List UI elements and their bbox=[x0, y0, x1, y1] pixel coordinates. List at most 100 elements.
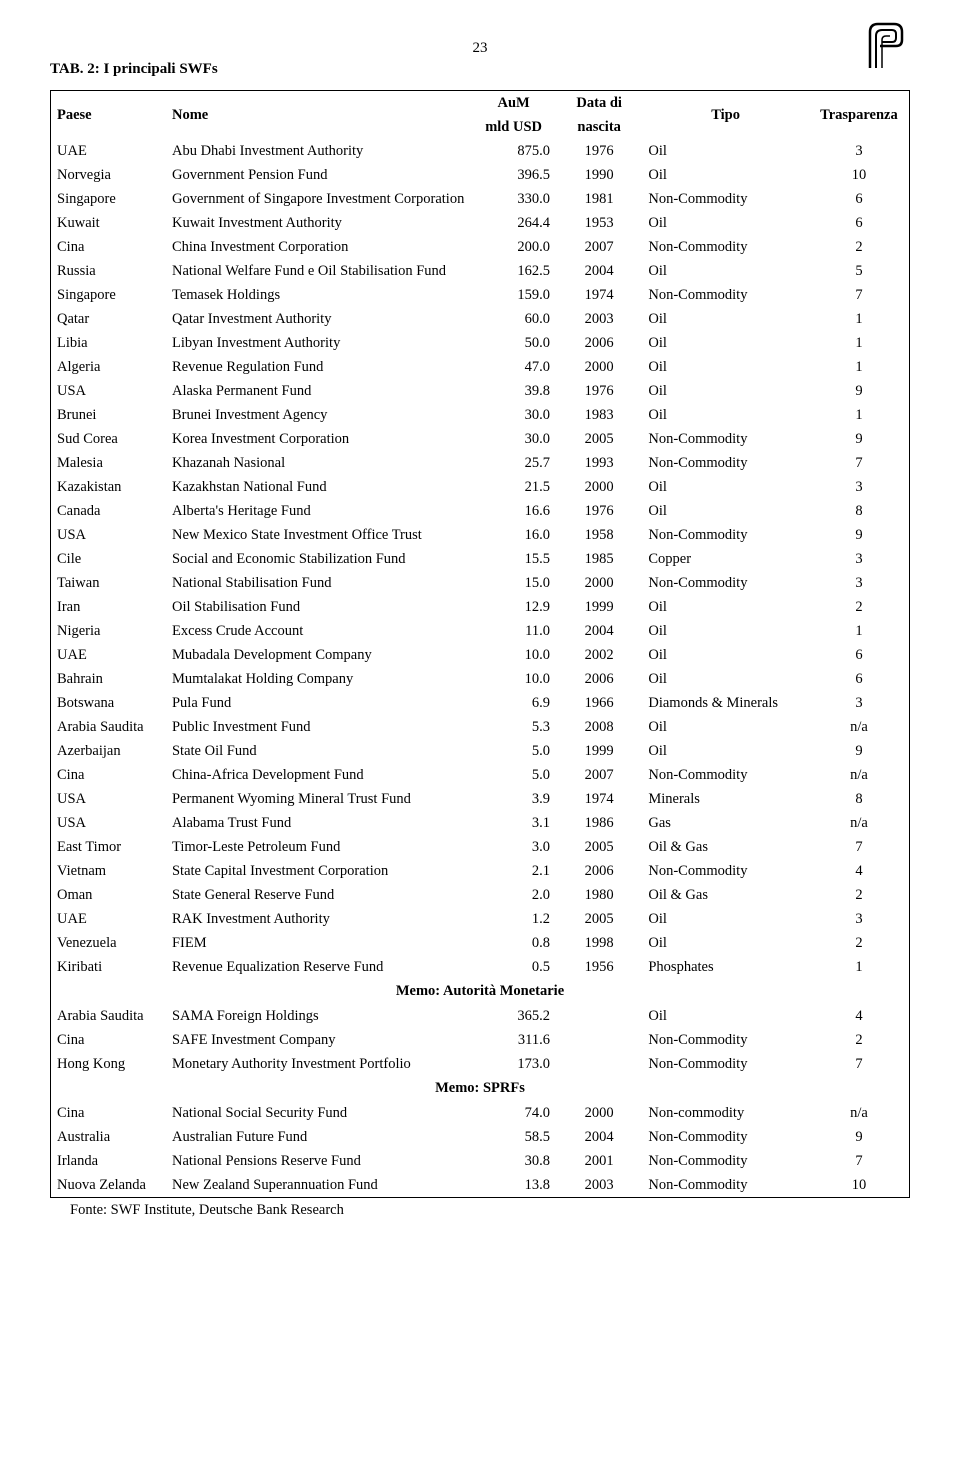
cell-paese: East Timor bbox=[51, 835, 166, 859]
cell-aum: 47.0 bbox=[471, 355, 556, 379]
table-row: VenezuelaFIEM0.81998Oil2 bbox=[51, 931, 910, 955]
cell-trasp: 3 bbox=[809, 547, 910, 571]
cell-trasp: n/a bbox=[809, 763, 910, 787]
table-row: USAPermanent Wyoming Mineral Trust Fund3… bbox=[51, 787, 910, 811]
cell-aum: 30.0 bbox=[471, 427, 556, 451]
table-row: NorvegiaGovernment Pension Fund396.51990… bbox=[51, 163, 910, 187]
cell-nome: Mubadala Development Company bbox=[166, 643, 471, 667]
cell-trasp: 9 bbox=[809, 523, 910, 547]
cell-paese: UAE bbox=[51, 907, 166, 931]
cell-data: 1999 bbox=[556, 739, 642, 763]
cell-paese: Libia bbox=[51, 331, 166, 355]
cell-data: 2006 bbox=[556, 331, 642, 355]
section-label: Memo: Autorità Monetarie bbox=[51, 979, 910, 1004]
cell-nome: Timor-Leste Petroleum Fund bbox=[166, 835, 471, 859]
table-row: IranOil Stabilisation Fund12.91999Oil2 bbox=[51, 595, 910, 619]
cell-trasp: 1 bbox=[809, 955, 910, 979]
col-header-aum2: mld USD bbox=[471, 115, 556, 139]
cell-paese: Hong Kong bbox=[51, 1052, 166, 1076]
cell-data: 2004 bbox=[556, 1125, 642, 1149]
cell-tipo: Oil bbox=[642, 667, 809, 691]
cell-tipo: Oil bbox=[642, 739, 809, 763]
cell-paese: Cina bbox=[51, 235, 166, 259]
cell-paese: Australia bbox=[51, 1125, 166, 1149]
cell-paese: Vietnam bbox=[51, 859, 166, 883]
table-row: CinaChina-Africa Development Fund5.02007… bbox=[51, 763, 910, 787]
table-row: SingaporeTemasek Holdings159.01974Non-Co… bbox=[51, 283, 910, 307]
cell-aum: 12.9 bbox=[471, 595, 556, 619]
cell-data: 1981 bbox=[556, 187, 642, 211]
cell-tipo: Gas bbox=[642, 811, 809, 835]
cell-data: 2004 bbox=[556, 259, 642, 283]
cell-paese: Malesia bbox=[51, 451, 166, 475]
cell-tipo: Oil bbox=[642, 379, 809, 403]
cell-paese: Cina bbox=[51, 1101, 166, 1125]
cell-tipo: Non-Commodity bbox=[642, 1173, 809, 1198]
cell-aum: 3.1 bbox=[471, 811, 556, 835]
cell-tipo: Diamonds & Minerals bbox=[642, 691, 809, 715]
cell-trasp: 10 bbox=[809, 1173, 910, 1198]
cell-trasp: 9 bbox=[809, 379, 910, 403]
cell-trasp: 7 bbox=[809, 835, 910, 859]
cell-nome: Revenue Regulation Fund bbox=[166, 355, 471, 379]
cell-trasp: 3 bbox=[809, 907, 910, 931]
col-header-aum1: AuM bbox=[471, 91, 556, 116]
cell-nome: Oil Stabilisation Fund bbox=[166, 595, 471, 619]
cell-paese: Kuwait bbox=[51, 211, 166, 235]
table-row: CileSocial and Economic Stabilization Fu… bbox=[51, 547, 910, 571]
table-row: AustraliaAustralian Future Fund58.52004N… bbox=[51, 1125, 910, 1149]
cell-paese: Arabia Saudita bbox=[51, 1004, 166, 1028]
cell-aum: 264.4 bbox=[471, 211, 556, 235]
cell-aum: 11.0 bbox=[471, 619, 556, 643]
cell-trasp: 2 bbox=[809, 883, 910, 907]
cell-nome: National Welfare Fund e Oil Stabilisatio… bbox=[166, 259, 471, 283]
cell-aum: 875.0 bbox=[471, 139, 556, 163]
cell-tipo: Oil bbox=[642, 1004, 809, 1028]
cell-data: 2004 bbox=[556, 619, 642, 643]
cell-data bbox=[556, 1052, 642, 1076]
cell-tipo: Non-Commodity bbox=[642, 523, 809, 547]
col-header-data1: Data di bbox=[556, 91, 642, 116]
table-row: TaiwanNational Stabilisation Fund15.0200… bbox=[51, 571, 910, 595]
table-row: CinaNational Social Security Fund74.0200… bbox=[51, 1101, 910, 1125]
cell-nome: Excess Crude Account bbox=[166, 619, 471, 643]
cell-nome: New Mexico State Investment Office Trust bbox=[166, 523, 471, 547]
table-row: CinaChina Investment Corporation200.0200… bbox=[51, 235, 910, 259]
table-row: MalesiaKhazanah Nasional25.71993Non-Comm… bbox=[51, 451, 910, 475]
section-label: Memo: SPRFs bbox=[51, 1076, 910, 1101]
cell-tipo: Non-Commodity bbox=[642, 763, 809, 787]
cell-nome: State Capital Investment Corporation bbox=[166, 859, 471, 883]
cell-paese: Kazakistan bbox=[51, 475, 166, 499]
cell-tipo: Oil & Gas bbox=[642, 835, 809, 859]
cell-data: 1976 bbox=[556, 499, 642, 523]
cell-aum: 21.5 bbox=[471, 475, 556, 499]
cell-data: 1953 bbox=[556, 211, 642, 235]
logo-icon bbox=[860, 20, 910, 75]
cell-aum: 58.5 bbox=[471, 1125, 556, 1149]
cell-nome: Australian Future Fund bbox=[166, 1125, 471, 1149]
cell-nome: Social and Economic Stabilization Fund bbox=[166, 547, 471, 571]
cell-data: 1985 bbox=[556, 547, 642, 571]
table-row: East TimorTimor-Leste Petroleum Fund3.02… bbox=[51, 835, 910, 859]
table-row: AzerbaijanState Oil Fund5.01999Oil9 bbox=[51, 739, 910, 763]
cell-data: 1956 bbox=[556, 955, 642, 979]
cell-aum: 159.0 bbox=[471, 283, 556, 307]
cell-paese: UAE bbox=[51, 643, 166, 667]
cell-aum: 3.9 bbox=[471, 787, 556, 811]
cell-trasp: 7 bbox=[809, 283, 910, 307]
cell-paese: USA bbox=[51, 787, 166, 811]
cell-tipo: Oil bbox=[642, 307, 809, 331]
cell-aum: 30.0 bbox=[471, 403, 556, 427]
cell-data: 2005 bbox=[556, 835, 642, 859]
cell-aum: 2.0 bbox=[471, 883, 556, 907]
cell-paese: Azerbaijan bbox=[51, 739, 166, 763]
cell-tipo: Non-Commodity bbox=[642, 571, 809, 595]
cell-tipo: Phosphates bbox=[642, 955, 809, 979]
cell-nome: National Pensions Reserve Fund bbox=[166, 1149, 471, 1173]
col-header-data2: nascita bbox=[556, 115, 642, 139]
cell-trasp: n/a bbox=[809, 715, 910, 739]
cell-nome: Alberta's Heritage Fund bbox=[166, 499, 471, 523]
cell-aum: 330.0 bbox=[471, 187, 556, 211]
table-row: IrlandaNational Pensions Reserve Fund30.… bbox=[51, 1149, 910, 1173]
cell-tipo: Oil bbox=[642, 715, 809, 739]
